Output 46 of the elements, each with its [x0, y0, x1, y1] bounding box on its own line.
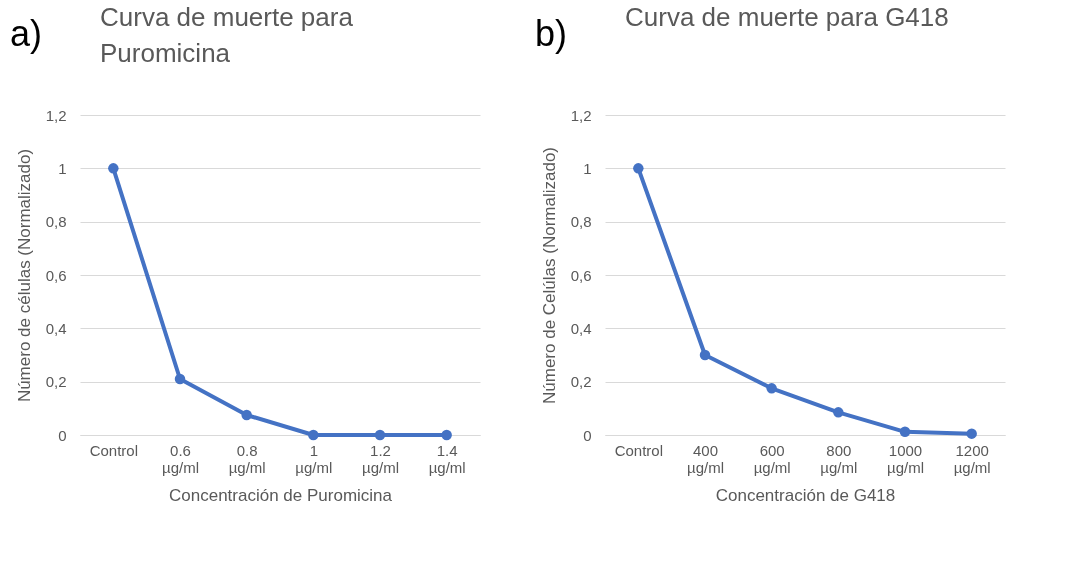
text: a)	[10, 13, 43, 54]
y-tick-label: 1,2	[570, 106, 592, 124]
y-tick-label: 0,6	[45, 266, 67, 284]
point	[374, 429, 386, 441]
point	[899, 426, 911, 438]
y-tick-label: 0	[583, 426, 592, 444]
x-tick-label: 0.6 µg/ml	[162, 441, 199, 476]
x-tick-label: 0.8 µg/ml	[228, 441, 266, 476]
x-tick-label: 1000 µg/ml	[887, 441, 924, 476]
x-tick-label: 800 µg/ml	[820, 441, 858, 476]
x-tick-label: Control	[89, 441, 139, 459]
y-tick-label: 1,2	[45, 106, 67, 124]
x-tick-label: 1.2 µg/ml	[362, 441, 399, 476]
y-tick-label: 0,2	[45, 373, 67, 391]
x-tick-label: Control	[614, 441, 664, 459]
point	[699, 349, 711, 361]
point	[308, 429, 319, 441]
text: b)	[535, 13, 568, 54]
chart-title: Curva de muerte para G418	[625, 2, 949, 32]
x-axis-title: Concentración de G418	[715, 485, 896, 505]
x-tick-label: 1200 µg/ml	[953, 441, 991, 476]
y-tick-label: 0,6	[570, 266, 592, 284]
point	[966, 428, 977, 439]
y-tick-label: 0,8	[45, 213, 67, 231]
y-tick-label: 1	[58, 159, 67, 177]
x-tick-label: 1.4 µg/ml	[428, 441, 466, 476]
y-tick-label: 0,4	[570, 319, 592, 337]
point	[108, 163, 119, 174]
point	[766, 383, 777, 394]
point	[441, 429, 452, 441]
x-tick-label: 600 µg/ml	[753, 441, 791, 476]
y-tick-label: 0	[58, 426, 67, 444]
point	[633, 163, 644, 174]
x-tick-label: 1 µg/ml	[295, 441, 333, 476]
point	[833, 407, 844, 418]
y-tick-label: 0,4	[45, 319, 67, 337]
x-axis-title: Concentración de Puromicina	[168, 485, 393, 505]
y-axis-title: Número de Celúlas (Normalizado)	[539, 147, 559, 404]
point	[174, 373, 186, 385]
y-axis-title: Número de células (Normalizado)	[14, 148, 34, 403]
y-tick-label: 0,8	[570, 213, 592, 231]
chart-title: Curva de muerte para Puromicina	[100, 2, 354, 68]
point	[241, 409, 252, 421]
y-tick-label: 1	[583, 159, 592, 177]
x-tick-label: 400 µg/ml	[687, 441, 724, 476]
y-tick-label: 0,2	[570, 373, 592, 391]
